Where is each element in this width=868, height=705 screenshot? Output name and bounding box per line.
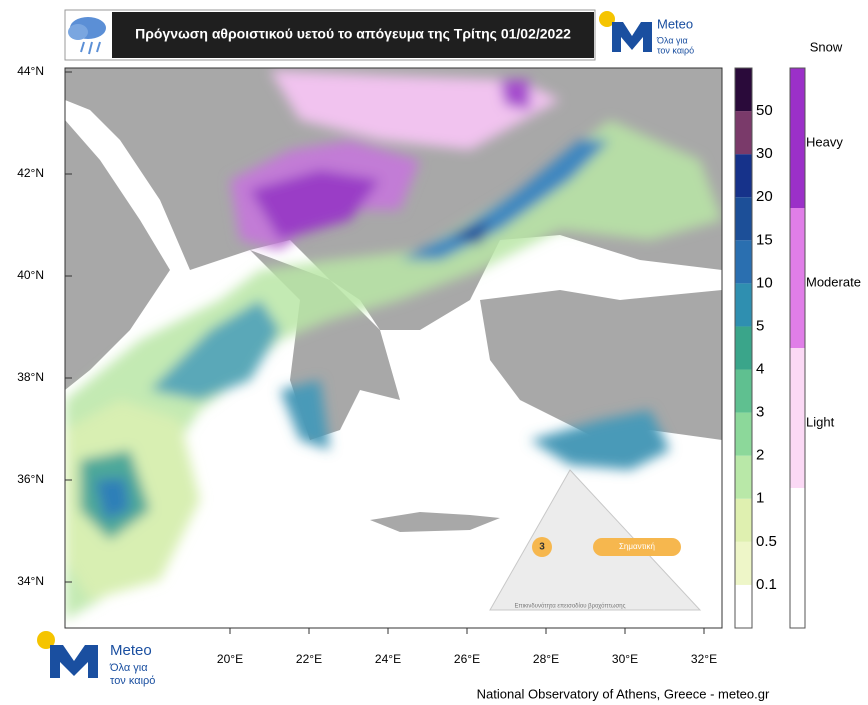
legend-frame xyxy=(734,67,753,629)
header-title: Πρόγνωση αθροιστικού υετού το απόγευμα τ… xyxy=(135,26,571,42)
legend-swatch xyxy=(735,283,752,327)
inset-hazard: 3 Σημαντική Επικινδυνότητα επεισοδίου βρ… xyxy=(489,469,702,611)
legend-label: 1 xyxy=(756,490,764,507)
land xyxy=(480,290,722,440)
legend-swatch xyxy=(735,240,752,284)
legend-swatch xyxy=(735,412,752,456)
legend-label: 5 xyxy=(756,317,764,334)
longitude-label: 20°E xyxy=(217,652,243,666)
legend-frame xyxy=(789,67,806,629)
land xyxy=(65,120,170,390)
legend-label: 30 xyxy=(756,145,773,162)
map-area: 3 Σημαντική Επικινδυνότητα επεισοδίου βρ… xyxy=(65,68,722,628)
bottom-logo: Meteo Όλα για τον καιρό xyxy=(37,631,155,687)
precip-field xyxy=(65,70,722,620)
legend-label: 10 xyxy=(756,274,773,291)
legend-label: 15 xyxy=(756,231,773,248)
logo-tagline: Όλα για xyxy=(656,35,688,45)
legend-label: 4 xyxy=(756,361,764,378)
logo-name: Meteo xyxy=(110,642,152,659)
legend-swatch xyxy=(735,369,752,413)
legend-label: 50 xyxy=(756,102,773,119)
longitude-label: 24°E xyxy=(375,652,401,666)
land xyxy=(250,250,400,440)
longitude-label: 22°E xyxy=(296,652,322,666)
legend-swatch xyxy=(790,68,805,208)
latitude-label: 36°N xyxy=(17,472,44,486)
legend-swatch xyxy=(735,197,752,241)
snow-legend: Snow Heavy Moderate Light xyxy=(789,39,861,629)
legend-swatch xyxy=(735,111,752,155)
logo-tagline: τον καιρό xyxy=(110,675,155,687)
logo-tagline: τον καιρό xyxy=(657,45,694,55)
latitude-label: 44°N xyxy=(17,64,44,78)
legend-label: 3 xyxy=(756,404,764,421)
legend-swatch xyxy=(735,455,752,499)
legend-swatch xyxy=(790,208,805,348)
latitude-label: 42°N xyxy=(17,166,44,180)
legend-label: 20 xyxy=(756,188,773,205)
snow-title: Snow xyxy=(810,39,843,54)
legend-label: 0.1 xyxy=(756,576,777,593)
legend-swatch xyxy=(790,348,805,488)
longitude-label: 28°E xyxy=(533,652,559,666)
legend-swatch xyxy=(735,541,752,585)
footer-credit: National Observatory of Athens, Greece -… xyxy=(477,686,770,701)
legend-label: Moderate xyxy=(806,274,861,289)
header-band xyxy=(112,12,594,58)
precip-legend: 0.1 0.5 1 2 3 4 5 10 15 20 30 50 xyxy=(734,67,777,629)
land xyxy=(370,512,500,532)
legend-label: Heavy xyxy=(806,134,843,149)
legend-label: Light xyxy=(806,414,835,429)
longitude-label: 26°E xyxy=(454,652,480,666)
inset-level-name: Σημαντική xyxy=(619,542,655,551)
map-frame xyxy=(64,67,723,629)
logo-name: Meteo xyxy=(657,16,693,31)
latitude-labels: 44°N 42°N 40°N 38°N 36°N 34°N xyxy=(17,64,72,588)
rain-icon xyxy=(68,17,106,55)
legend-swatch xyxy=(735,584,752,628)
inset-level: 3 xyxy=(539,542,545,553)
latitude-label: 34°N xyxy=(17,574,44,588)
longitude-label: 30°E xyxy=(612,652,638,666)
logo-tagline: Όλα για xyxy=(109,662,148,674)
top-logo: Meteo Όλα για τον καιρό xyxy=(597,10,725,60)
legend-label: 2 xyxy=(756,447,764,464)
latitude-label: 38°N xyxy=(17,370,44,384)
inset-caption: Επικινδυνότητα επεισοδίου βροχόπτωσης xyxy=(515,603,626,610)
legend-swatch xyxy=(735,68,752,112)
legend-label: 0.5 xyxy=(756,533,777,550)
longitude-label: 32°E xyxy=(691,652,717,666)
latitude-label: 40°N xyxy=(17,268,44,282)
legend-swatch xyxy=(735,326,752,370)
legend-swatch xyxy=(735,498,752,542)
longitude-labels: 20°E 22°E 24°E 26°E 28°E 30°E 32°E xyxy=(217,628,717,666)
legend-swatch xyxy=(735,154,752,198)
